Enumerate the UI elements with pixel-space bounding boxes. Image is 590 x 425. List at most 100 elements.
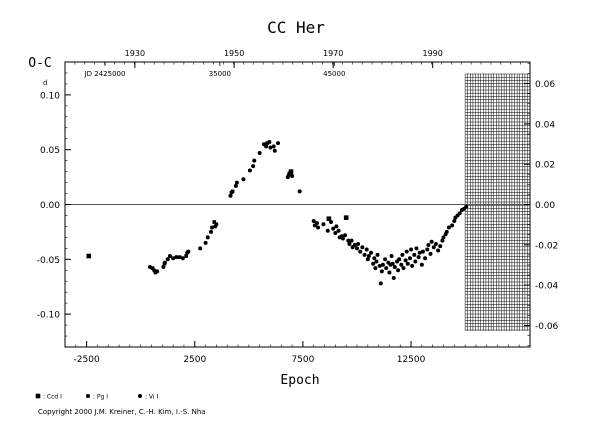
data-point-vi	[251, 164, 256, 169]
data-point-vi	[198, 246, 203, 251]
data-point-vi	[369, 250, 374, 255]
data-point-vi	[391, 275, 396, 280]
data-point-vi	[378, 281, 383, 286]
data-point-vi	[417, 250, 422, 255]
data-point-ccd	[343, 215, 349, 220]
data-point-vi	[429, 239, 434, 244]
data-point-vi	[436, 248, 441, 253]
data-point-vi	[362, 252, 367, 257]
data-point-vi	[420, 249, 425, 254]
data-point-vi	[364, 247, 369, 252]
jd-label: JD 2425000	[84, 70, 126, 78]
data-point-vi	[316, 225, 321, 230]
data-point-vi	[375, 252, 380, 257]
top-year-label: 1950	[224, 49, 244, 58]
data-point-vi	[423, 256, 428, 261]
data-point-vi	[247, 168, 252, 173]
data-point-vi	[321, 222, 326, 227]
data-point-vi	[334, 224, 339, 229]
data-point-vi	[358, 249, 363, 254]
data-point-vi	[205, 235, 210, 240]
data-point-vi	[257, 150, 262, 155]
data-point-vi	[208, 229, 213, 234]
y-tick-label: 0.05	[40, 146, 60, 156]
data-point-vi	[329, 220, 334, 225]
y-tick-label: -0.10	[37, 311, 61, 321]
data-point-vi	[346, 238, 351, 243]
data-point-vi	[373, 266, 378, 271]
data-point-vi	[428, 251, 433, 256]
data-point-vi	[410, 263, 415, 268]
data-point-vi	[444, 229, 449, 234]
data-point-vi	[264, 144, 269, 149]
legend-label: : Pg I	[93, 394, 108, 401]
x-tick-label: 12500	[397, 355, 426, 365]
legend-marker-pg	[86, 394, 90, 398]
data-point-pg	[177, 255, 182, 259]
data-point-vi	[234, 180, 239, 185]
data-point-vi	[407, 256, 412, 261]
jd-label: 35000	[209, 70, 231, 78]
data-point-vi	[409, 247, 414, 252]
data-point-vi	[440, 238, 445, 243]
data-point-vi	[340, 236, 345, 241]
data-point-ccd	[326, 216, 332, 222]
data-point-vi	[241, 177, 246, 182]
data-point-vi	[392, 264, 397, 269]
data-point-vi	[167, 254, 172, 259]
data-point-ccd	[86, 253, 92, 259]
data-point-vi	[452, 218, 457, 223]
top-year-label: 1970	[323, 49, 343, 58]
data-point-vi	[268, 145, 273, 150]
axis-ticks: -2500 2500 7500 12500 -0.10 -0.05 0.00 0.05 0.10…	[37, 49, 559, 365]
data-point-vi	[233, 183, 238, 188]
x-axis-label: Epoch	[280, 373, 319, 388]
data-point-vi	[311, 218, 316, 223]
top-year-label: 1930	[125, 49, 145, 58]
data-point-vi	[404, 249, 409, 254]
data-point-vi	[229, 190, 234, 195]
data-point-vi	[228, 193, 233, 198]
data-point-vi	[276, 141, 281, 146]
data-point-vi	[271, 144, 276, 149]
legend-label: : Vi I	[145, 394, 158, 401]
data-point-vi	[441, 235, 446, 240]
y-axis-label: O-C	[28, 56, 51, 71]
right-y-tick-label: -0.06	[535, 322, 559, 332]
copyright-text: Copyright 2000 J.M. Kreiner, C.-H. Kim, …	[38, 408, 206, 416]
data-point-pg	[212, 220, 217, 224]
x-tick-label: 2500	[183, 355, 206, 365]
legend-marker-ccd	[35, 393, 41, 399]
data-point-pg	[265, 141, 270, 145]
data-point-vi	[347, 241, 352, 246]
data-point-vi	[446, 225, 451, 230]
data-point-vi	[180, 256, 185, 261]
data-point-vi	[419, 262, 424, 267]
legend-marker-vi	[138, 394, 142, 398]
y-tick-label: 0.10	[40, 91, 60, 101]
data-point-vi	[438, 244, 443, 249]
data-point-vi	[416, 255, 421, 260]
right-y-tick-label: 0.02	[535, 161, 555, 171]
data-point-vi	[400, 252, 405, 257]
data-point-vi	[352, 243, 357, 248]
data-point-vi	[413, 259, 418, 264]
data-point-pg	[150, 266, 155, 270]
data-point-vi	[379, 269, 384, 274]
data-point-vi	[203, 240, 208, 245]
top-year-label: 1990	[422, 49, 442, 58]
data-point-vi	[425, 247, 430, 252]
data-point-vi	[155, 269, 160, 274]
data-point-vi	[387, 270, 392, 275]
y-axis-unit: d	[43, 79, 47, 87]
data-point-vi	[389, 254, 394, 259]
legend: : Ccd I: Pg I: Vi I	[35, 393, 158, 401]
right-y-tick-label: -0.04	[535, 282, 559, 292]
data-point-vi	[431, 245, 436, 250]
data-point-vi	[396, 268, 401, 273]
data-points	[86, 140, 469, 286]
data-point-vi	[450, 223, 455, 228]
data-point-vi	[405, 261, 410, 266]
right-y-tick-label: -0.02	[535, 241, 558, 251]
